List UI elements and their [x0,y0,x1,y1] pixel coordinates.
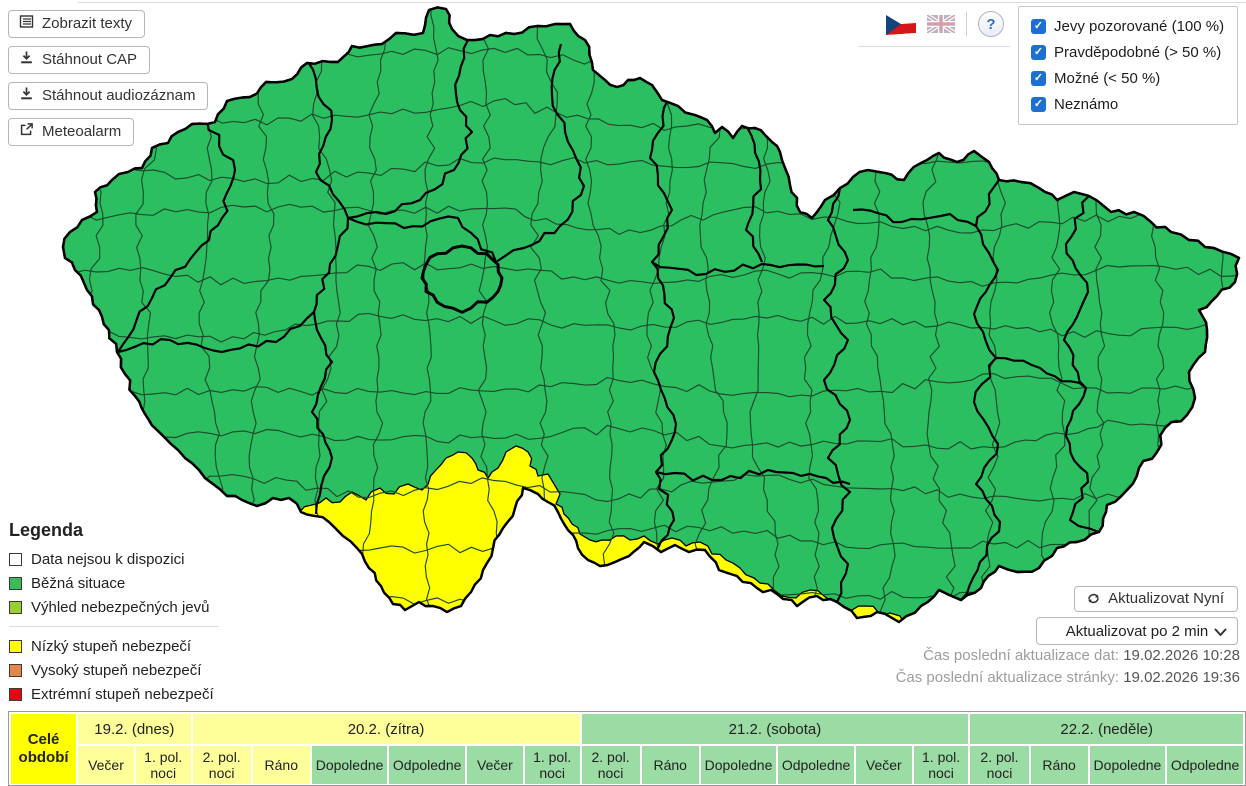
refresh-interval-select[interactable]: Aktualizovat po 2 min [1036,617,1238,645]
refresh-interval-value: Aktualizovat po 2 min [1065,622,1209,640]
filter-jevy-pozorovane-100[interactable]: ✓ Jevy pozorované (100 %) [1031,18,1225,35]
timeline-period-cell[interactable]: Odpoledne [389,746,465,784]
timeline-period-cell[interactable]: 1. pol. noci [524,746,580,784]
filter-label: Neznámo [1054,96,1119,113]
legend-label: Vysoký stupeň nebezpečí [31,662,202,679]
legend-item-vysoky-stupen-nebezpeci: Vysoký stupeň nebezpečí [9,662,219,679]
timeline-period-cell[interactable]: Ráno [252,746,310,784]
filter-neznamo[interactable]: ✓ Neznámo [1031,96,1225,113]
timeline-period-cell[interactable]: Dopoledne [311,746,388,784]
filter-pravdepodobne-50[interactable]: ✓ Pravděpodobné (> 50 %) [1031,44,1225,61]
page-updated-line: Čas poslední aktualizace stránky: 19.02.… [896,667,1240,689]
list-icon [19,14,34,33]
data-updated-line: Čas poslední aktualizace dat: 19.02.2026… [896,645,1240,667]
refresh-now-button[interactable]: Aktualizovat Nyní [1074,586,1238,612]
filter-label: Jevy pozorované (100 %) [1054,18,1225,35]
timeline-period-cell[interactable]: 1. pol. noci [913,746,969,784]
external-link-icon [19,122,34,141]
toolbar: Zobrazit texty Stáhnout CAP Stáhnout audio… [8,10,209,146]
help-button[interactable]: ? [978,11,1004,37]
legend-label: Výhled nebezpečných jevů [31,599,210,616]
timeline-period-cell[interactable]: Odpoledne [1167,746,1243,784]
timeline-period-cell[interactable]: Odpoledne [778,746,854,784]
legend-divider [9,626,219,627]
region-borders [117,39,1100,603]
top-divider [78,2,1246,3]
filter-label: Možné (< 50 %) [1054,70,1161,87]
legend-situation-items: Data nejsou k dispozici Běžná situace Výhl… [9,551,219,616]
stahnout-cap-button[interactable]: Stáhnout CAP [8,46,151,74]
timeline-day-cell[interactable]: 21.2. (sobota) [581,714,969,744]
timeline-period-cell[interactable]: Dopoledne [1089,746,1166,784]
legend-swatch [9,688,22,701]
legend-item-vyhled-nebezpecnych-jevu: Výhled nebezpečných jevů [9,599,219,616]
data-updated-value: 19.02.2026 10:28 [1123,647,1240,664]
refresh-icon [1088,593,1099,604]
checkbox-checked-icon[interactable]: ✓ [1031,19,1046,34]
timeline-day-cell[interactable]: 22.2. (neděle) [970,714,1243,744]
timeline-period-cell[interactable]: 2. pol. noci [192,746,251,784]
vertical-divider [966,12,967,36]
button-label: Stáhnout audiozáznam [42,87,196,104]
timeline-period-cell[interactable]: Ráno [641,746,699,784]
checkbox-checked-icon[interactable]: ✓ [1031,45,1046,60]
filter-label: Pravděpodobné (> 50 %) [1054,44,1222,61]
timeline-period-cell[interactable]: Dopoledne [700,746,777,784]
uk-flag-icon[interactable] [927,15,955,33]
timeline-full-period-cell[interactable]: Celé období [11,714,77,784]
legend-warning-items: Nízký stupeň nebezpečí Vysoký stupeň nebe… [9,638,219,703]
legend-label: Data nejsou k dispozici [31,551,185,568]
legend-item-data-nejsou-k-dispozici: Data nejsou k dispozici [9,551,219,568]
legend-label: Nízký stupeň nebezpečí [31,638,192,655]
timeline-period-cell[interactable]: 2. pol. noci [970,746,1029,784]
filter-mozne-50[interactable]: ✓ Možné (< 50 %) [1031,70,1225,87]
legend-swatch [9,640,22,653]
flagbar-divider [858,46,1010,47]
probability-filters-panel: ✓ Jevy pozorované (100 %) ✓ Pravděpodobné (… [1018,6,1238,125]
timeline-period-cell[interactable]: Ráno [1030,746,1088,784]
data-updated-label: Čas poslední aktualizace dat: [923,647,1120,664]
legend-item-bezna-situace: Běžná situace [9,575,219,592]
legend-swatch [9,553,22,566]
timeline-period-cell[interactable]: 2. pol. noci [581,746,640,784]
legend-swatch [9,577,22,590]
language-bar: ? [886,11,1004,37]
refresh-now-label: Aktualizovat Nyní [1108,590,1224,607]
update-timestamps: Čas poslední aktualizace dat: 19.02.2026… [896,645,1240,689]
legend-label: Běžná situace [31,575,126,592]
timeline-table: Celé období 19.2. (dnes) 20.2. (zítra) 21.2.… [8,711,1246,786]
timeline-period-cell[interactable]: 1. pol. noci [135,746,191,784]
timeline-day-cell[interactable]: 19.2. (dnes) [78,714,191,744]
page-updated-value: 19.02.2026 19:36 [1123,669,1240,686]
timeline-period-cell[interactable]: Večer [855,746,912,784]
legend-title: Legenda [9,520,84,540]
czech-flag-icon[interactable] [886,12,916,36]
stahnout-audiozaznam-button[interactable]: Stáhnout audiozáznam [8,82,209,110]
timeline-day-cell[interactable]: 20.2. (zítra) [192,714,580,744]
chevron-down-icon [1214,628,1227,636]
meteoalarm-button[interactable]: Meteoalarm [8,118,135,146]
legend-swatch [9,664,22,677]
legend-label: Extrémní stupeň nebezpečí [31,686,214,703]
page-updated-label: Čas poslední aktualizace stránky: [895,669,1120,686]
checkbox-checked-icon[interactable]: ✓ [1031,97,1046,112]
download-icon [19,86,34,105]
legend-item-extremni-stupen-nebezpeci: Extrémní stupeň nebezpečí [9,686,219,703]
checkbox-checked-icon[interactable]: ✓ [1031,71,1046,86]
zobrazit-texty-button[interactable]: Zobrazit texty [8,10,146,38]
button-label: Meteoalarm [42,123,122,140]
legend-item-nizky-stupen-nebezpeci: Nízký stupeň nebezpečí [9,638,219,655]
legend: Legenda Data nejsou k dispozici Běžná sit… [9,520,219,710]
download-icon [19,50,34,69]
button-label: Stáhnout CAP [42,51,138,68]
legend-swatch [9,601,22,614]
timeline-period-cell[interactable]: Večer [467,746,523,784]
button-label: Zobrazit texty [42,15,133,32]
timeline-period-cell[interactable]: Večer [78,746,134,784]
